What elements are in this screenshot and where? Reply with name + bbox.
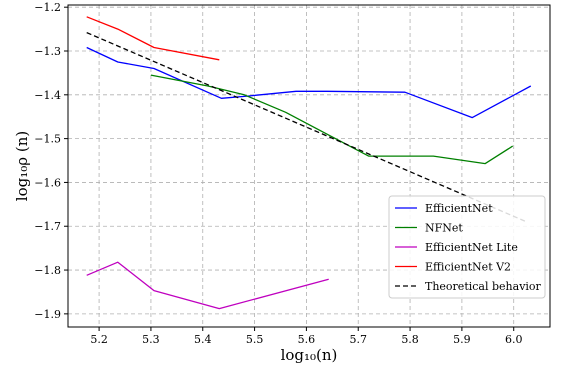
legend-box (388, 195, 546, 299)
legend-label-nfnet: NFNet (425, 222, 463, 235)
y-tick-label: −1.7 (34, 220, 61, 233)
x-tick-label: 5.8 (401, 333, 419, 346)
series-layer (86, 16, 532, 310)
plot-frame (67, 4, 551, 328)
y-axis-label: log₁₀ρ (n) (13, 131, 31, 201)
legend-label-efficientnet-v2: EfficientNet V2 (425, 261, 511, 274)
legend: EfficientNet NFNet EfficientNet Lite Effici… (388, 195, 546, 299)
legend-label-theoretical-behavior: Theoretical behavior (425, 280, 542, 293)
y-tick-label: −1.3 (34, 45, 61, 58)
series-line-efficientnet-lite (86, 261, 329, 310)
x-tick-label: 5.5 (246, 333, 264, 346)
legend-label-efficientnet-lite: EfficientNet Lite (425, 241, 518, 254)
x-axis-label: log₁₀(n) (281, 346, 338, 364)
series-line-efficientnet-v2 (86, 16, 220, 61)
x-tick-label: 5.6 (298, 333, 316, 346)
series-line-efficientnet (86, 46, 532, 119)
y-tick-label: −1.4 (34, 89, 61, 102)
x-tick-label: 5.7 (349, 333, 367, 346)
x-tick-label: 5.4 (194, 333, 212, 346)
y-tick-label: −1.5 (34, 133, 61, 146)
x-tick-label: 6.0 (505, 333, 523, 346)
x-tick-label: 5.3 (142, 333, 160, 346)
y-tick-label: −1.8 (34, 264, 61, 277)
y-tick-label: −1.9 (34, 308, 61, 321)
y-tick-label: −1.2 (34, 1, 61, 14)
axis-ticks: 5.2 5.3 5.4 5.5 5.6 5.7 5.8 5.9 6.0 −1.9 −1.8 −1.7 −… (34, 1, 522, 346)
y-tick-label: −1.6 (34, 176, 61, 189)
x-tick-label: 5.2 (90, 333, 108, 346)
series-line-nfnet (150, 74, 514, 165)
x-tick-label: 5.9 (453, 333, 471, 346)
legend-label-efficientnet: EfficientNet (425, 202, 493, 215)
